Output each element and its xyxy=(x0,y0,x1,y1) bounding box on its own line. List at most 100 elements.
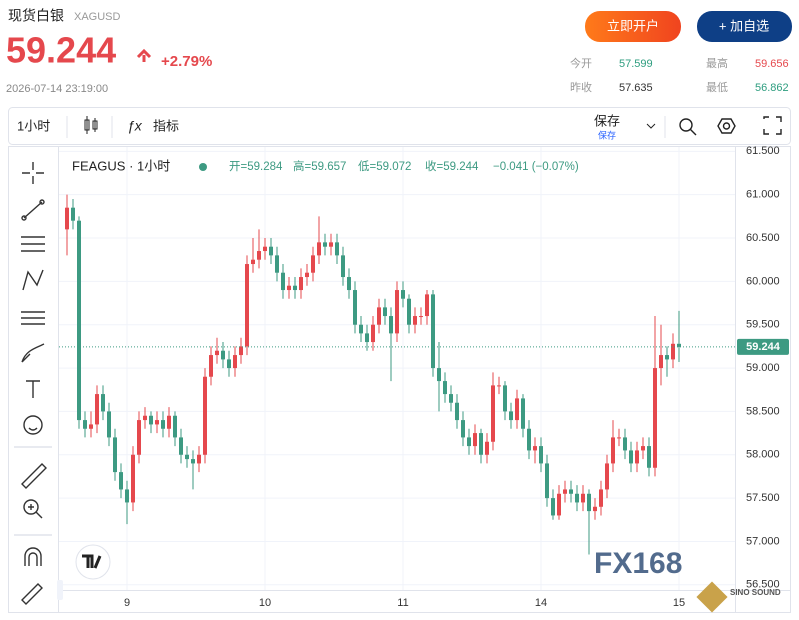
candle-body xyxy=(485,441,489,455)
legend-close: 收=59.244 xyxy=(425,159,479,173)
candle-body xyxy=(101,394,105,412)
candle-body xyxy=(659,355,663,369)
timestamp: 2026-07-14 23:19:00 xyxy=(6,83,108,95)
add-watch-label[interactable]: + 加自选 xyxy=(719,18,769,33)
quote-value: 59.656 xyxy=(755,58,789,70)
y-tick-label: 56.500 xyxy=(746,579,780,591)
add-watch-button[interactable] xyxy=(697,11,792,42)
chart-type-icon[interactable] xyxy=(84,116,98,134)
open-account-label[interactable]: 立即开户 xyxy=(607,18,659,33)
candle-body xyxy=(677,343,681,347)
candle-body xyxy=(143,415,147,421)
save-button[interactable]: 保存 xyxy=(594,113,620,128)
candle-body xyxy=(443,381,447,395)
candle-body xyxy=(371,324,375,343)
candle-body xyxy=(551,498,555,516)
x-tick-label: 15 xyxy=(673,597,685,609)
candle-body xyxy=(233,355,237,369)
candle-body xyxy=(311,255,315,273)
x-tick-label: 10 xyxy=(259,597,271,609)
candle-body xyxy=(425,294,429,317)
candle-body xyxy=(251,259,255,265)
candle-body xyxy=(575,493,579,503)
candle-body xyxy=(155,420,159,425)
candle-body xyxy=(473,433,477,447)
quote-label: 昨收 xyxy=(570,80,592,94)
candle-body xyxy=(191,459,195,464)
candle-body xyxy=(509,411,513,421)
legend-open: 开=59.284 xyxy=(229,161,283,173)
candle-body xyxy=(479,433,483,455)
save-menu[interactable] xyxy=(646,123,656,129)
candle-body xyxy=(335,242,339,256)
change-percent: +2.79% xyxy=(161,53,212,70)
legend-symbol: FEAGUS · 1小时 xyxy=(72,158,170,173)
toolbar-icons[interactable] xyxy=(679,116,782,136)
candle-body xyxy=(263,246,267,252)
interval-button[interactable]: 1小时 xyxy=(17,118,50,133)
x-tick-label: 9 xyxy=(124,597,130,609)
candle-body xyxy=(161,420,165,429)
candle-body xyxy=(269,246,273,256)
indicators-button[interactable]: 指标 xyxy=(153,118,179,133)
candle-body xyxy=(83,420,87,429)
quote-value: 57.599 xyxy=(619,58,653,70)
candle-body xyxy=(215,350,219,356)
candle-body xyxy=(557,493,561,516)
candle-body xyxy=(95,394,99,425)
candle-body xyxy=(407,298,411,325)
candle-body xyxy=(89,424,93,429)
fx-icon[interactable]: ƒx xyxy=(127,118,143,134)
candle-body xyxy=(305,272,309,278)
candle-body xyxy=(593,506,597,512)
y-tick-label: 60.500 xyxy=(746,232,780,244)
candle-body xyxy=(77,220,81,421)
candle-body xyxy=(179,437,183,455)
candle-body xyxy=(671,343,675,360)
x-tick-label: 11 xyxy=(397,597,408,609)
drawing-tools[interactable] xyxy=(14,162,52,605)
quote-value: 56.862 xyxy=(755,82,789,94)
candle-body xyxy=(455,402,459,421)
candle-body xyxy=(635,450,639,464)
candle-body xyxy=(341,255,345,278)
last-price: 59.244 xyxy=(6,30,116,71)
candle-body xyxy=(605,463,609,490)
candle-body xyxy=(239,346,243,356)
candle-body xyxy=(185,454,189,460)
candle-body xyxy=(413,316,417,325)
quote-value: 57.635 xyxy=(619,82,653,94)
candle-body xyxy=(467,437,471,447)
y-tick-label: 58.000 xyxy=(746,449,780,461)
candle-body xyxy=(359,324,363,334)
candle-body xyxy=(365,333,369,343)
candle-body xyxy=(569,489,573,494)
candle-body xyxy=(323,242,327,247)
candle-body xyxy=(383,307,387,317)
market-status xyxy=(199,163,207,171)
candle-body xyxy=(353,290,357,325)
quote-label: 最低 xyxy=(706,81,728,94)
candle-body xyxy=(257,251,261,260)
candle-body xyxy=(293,285,297,291)
candle-body xyxy=(131,454,135,503)
candle-body xyxy=(203,376,207,455)
open-account-button[interactable] xyxy=(585,11,681,42)
candle-body xyxy=(587,493,591,512)
candle-body xyxy=(521,398,525,429)
plot-area: 56.500 57.000 57.500 58.000 58.500 59.000 59.5… xyxy=(59,145,789,609)
candle-body xyxy=(137,420,141,455)
quote-label: 今开 xyxy=(570,56,592,70)
candle-body xyxy=(647,446,651,468)
candle-body xyxy=(563,489,567,494)
sidebar-collapse[interactable] xyxy=(57,580,63,600)
candle-body xyxy=(401,290,405,299)
y-tick-label: 57.000 xyxy=(746,535,780,547)
legend-change: −0.041 (−0.07%) xyxy=(493,161,579,173)
candle-body xyxy=(611,437,615,464)
candle-body xyxy=(431,294,435,369)
candle-body xyxy=(497,385,501,387)
candle-body xyxy=(125,489,129,503)
